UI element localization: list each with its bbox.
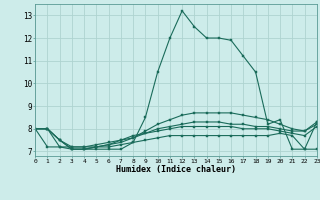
X-axis label: Humidex (Indice chaleur): Humidex (Indice chaleur) [116,165,236,174]
